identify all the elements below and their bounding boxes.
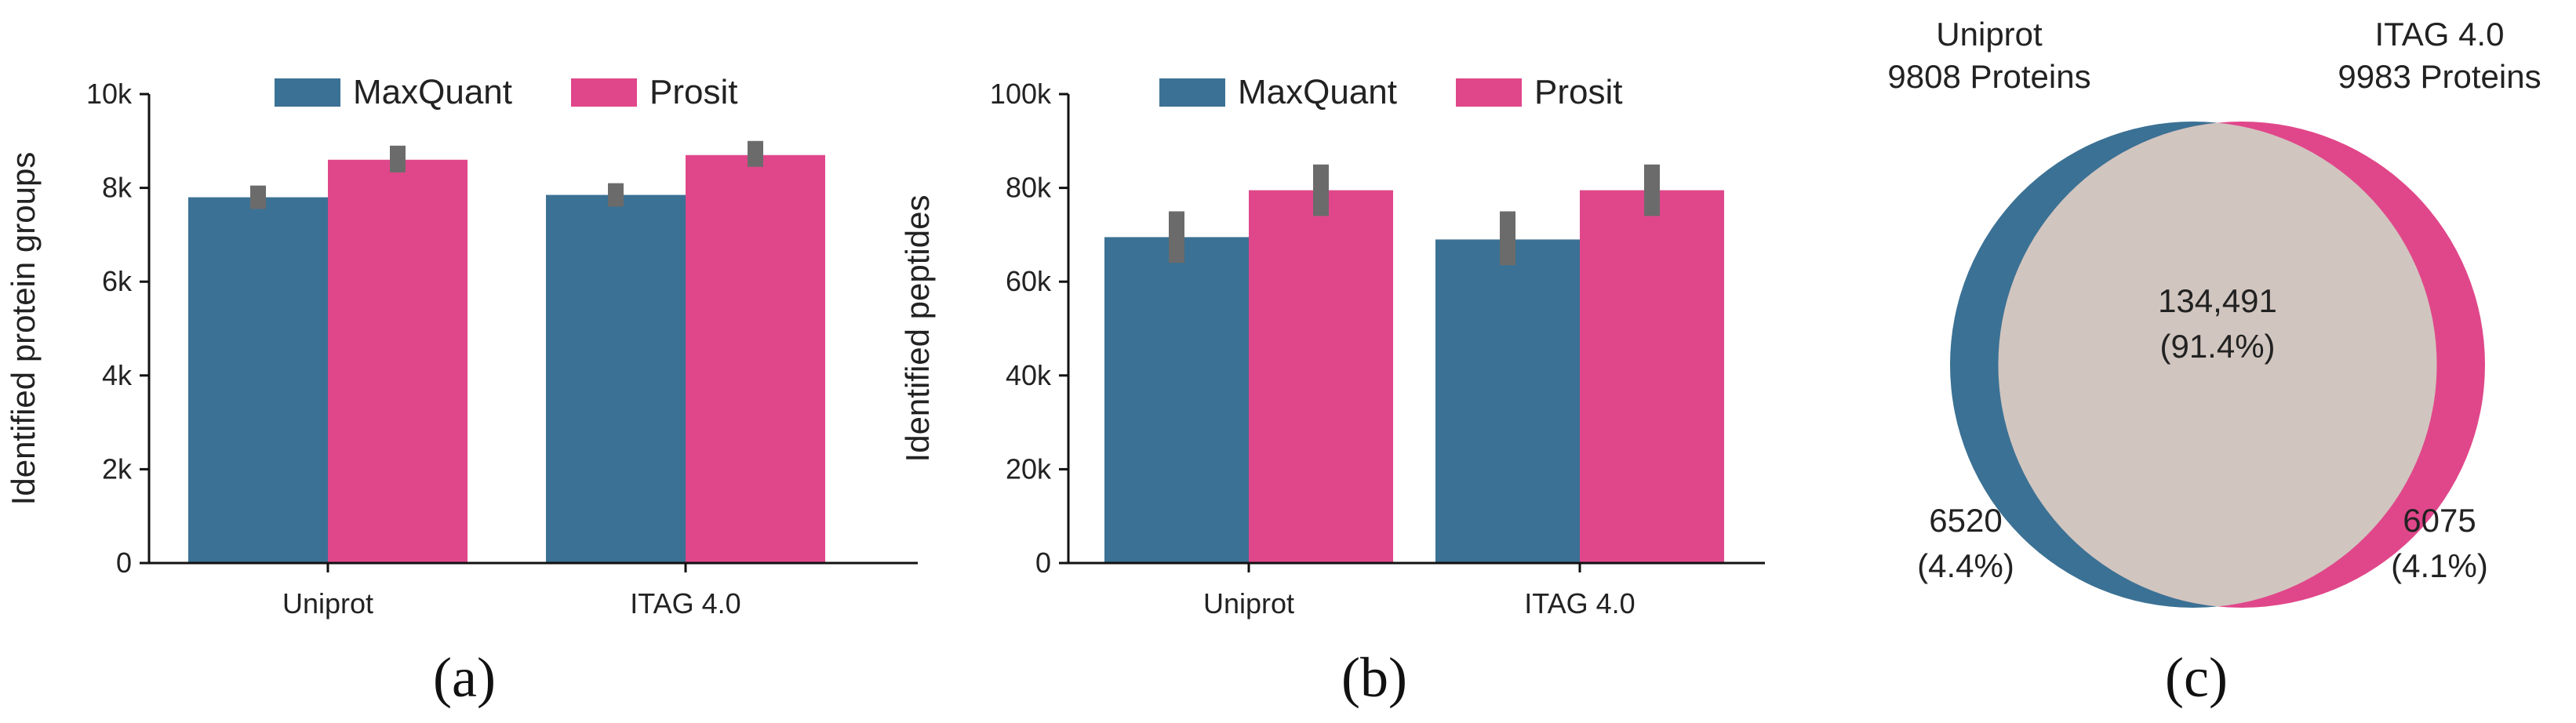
venn-set-subtitle-uniprot: 9808 Proteins xyxy=(1887,58,2090,95)
panel-a-bar-chart: 0 2k 4k 6k 8k 10k Uniprot ITAG 4.0 Identified … xyxy=(5,73,918,709)
panel-a-y-axis-title: Identified protein groups xyxy=(5,152,42,506)
panel-b-bar-maxquant-1 xyxy=(1435,239,1580,563)
venn-set-name-uniprot: Uniprot xyxy=(1936,16,2043,53)
panel-b-legend: MaxQuant Prosit xyxy=(1159,73,1622,111)
panel-b-y-axis-title: Identified peptides xyxy=(899,195,936,463)
panel-b-ytick-label-3: 60k xyxy=(1006,265,1052,297)
panel-a-label: (a) xyxy=(433,646,496,709)
panel-b-xtick-label-0: Uniprot xyxy=(1203,587,1294,619)
panel-b-legend-swatch-prosit xyxy=(1456,78,1522,107)
panel-a-ytick-label-3: 6k xyxy=(102,265,133,297)
panel-a-legend-swatch-prosit xyxy=(571,78,637,107)
panel-b-bar-prosit-1 xyxy=(1580,190,1724,563)
venn-itag-only-pct: (4.1%) xyxy=(2391,547,2488,584)
venn-uniprot-only-pct: (4.4%) xyxy=(1917,547,2014,584)
panel-b-ytick-label-4: 80k xyxy=(1006,172,1052,204)
panel-a-ytick-label-4: 8k xyxy=(102,172,133,204)
panel-a-bar-prosit-0 xyxy=(328,159,468,564)
panel-b-legend-swatch-maxquant xyxy=(1159,78,1225,107)
panel-a-ytick-label-0: 0 xyxy=(116,547,132,579)
panel-a-legend-swatch-maxquant xyxy=(275,78,340,107)
venn-overlap-count: 134,491 xyxy=(2158,282,2277,319)
panel-b-ytick-label-1: 20k xyxy=(1006,452,1052,485)
panel-b-xtick-label-1: ITAG 4.0 xyxy=(1524,587,1635,619)
venn-overlap-pct: (91.4%) xyxy=(2159,328,2275,365)
venn-uniprot-only-count: 6520 xyxy=(1929,502,2002,539)
panel-b-legend-label-maxquant: MaxQuant xyxy=(1238,73,1397,111)
panel-a-xtick-label-0: Uniprot xyxy=(282,587,373,619)
panel-a-ytick-label-5: 10k xyxy=(86,78,133,110)
panel-a-xtick-label-1: ITAG 4.0 xyxy=(630,587,740,619)
venn-overlap-region xyxy=(1998,122,2437,607)
panel-a-bar-prosit-1 xyxy=(686,154,825,564)
panel-b-ytick-label-0: 0 xyxy=(1035,547,1051,579)
panel-b-label: (b) xyxy=(1341,646,1407,709)
venn-itag-only-count: 6075 xyxy=(2403,502,2476,539)
panel-b-bar-maxquant-0 xyxy=(1104,237,1249,563)
panel-b-bar-chart: 0 20k 40k 60k 80k 100k Uniprot ITAG 4.0 Identi… xyxy=(899,73,1765,709)
panel-a-legend-label-prosit: Prosit xyxy=(649,73,737,111)
panel-b-legend-label-prosit: Prosit xyxy=(1534,73,1622,111)
panel-a-bar-maxquant-1 xyxy=(546,194,686,563)
venn-set-subtitle-itag: 9983 Proteins xyxy=(2338,58,2541,95)
panel-c-label: (c) xyxy=(2165,646,2228,709)
panel-a-ytick-label-1: 2k xyxy=(102,452,133,485)
panel-b-ytick-label-2: 40k xyxy=(1006,359,1052,391)
panel-a-bar-maxquant-0 xyxy=(188,197,328,563)
panel-c-venn-diagram: Uniprot 9808 Proteins ITAG 4.0 9983 Prot… xyxy=(1887,16,2541,709)
venn-set-name-itag: ITAG 4.0 xyxy=(2375,16,2505,53)
panel-b-bar-prosit-0 xyxy=(1249,190,1393,563)
panel-b-ytick-label-5: 100k xyxy=(990,78,1052,110)
panel-a-legend: MaxQuant Prosit xyxy=(275,73,737,111)
panel-a-legend-label-maxquant: MaxQuant xyxy=(353,73,512,111)
panel-a-ytick-label-2: 4k xyxy=(102,359,133,391)
